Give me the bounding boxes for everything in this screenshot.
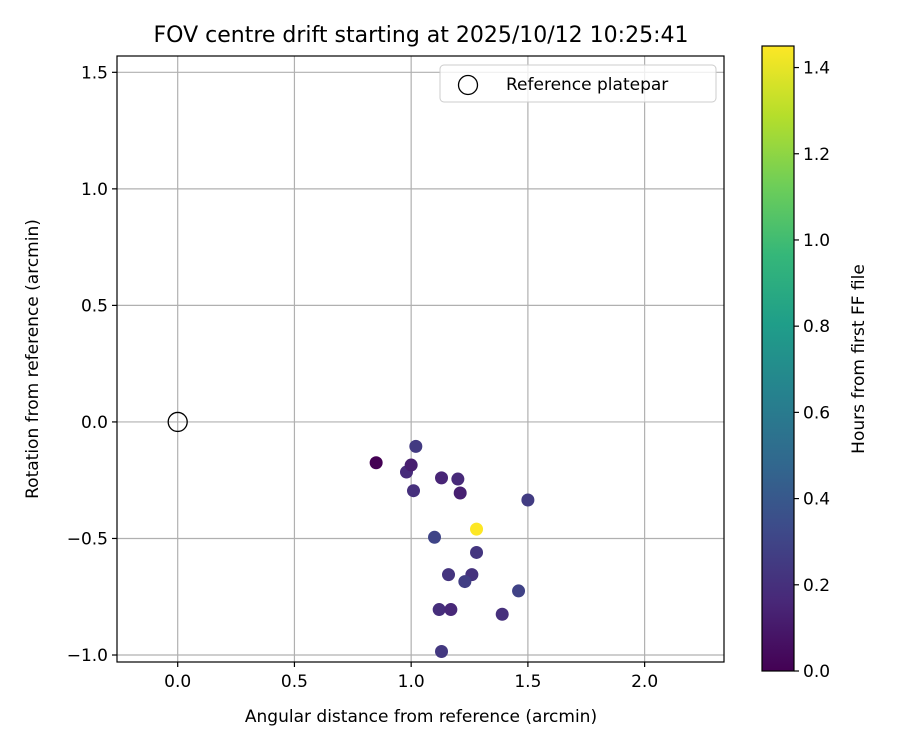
plot-area: 0.0 0.5 1.0 1.5 2.0 −1.0 −0.5 0.0 0.5 1.0 1.5 [67, 55, 725, 692]
reference-marker-group [167, 411, 188, 433]
colorbar-gradient [761, 45, 795, 672]
data-point [406, 484, 420, 498]
data-point [470, 522, 484, 536]
y-tick-label: 1.0 [81, 180, 108, 200]
colorbar-tick-label: 0.6 [803, 403, 830, 423]
reference-platepar-marker [167, 411, 188, 433]
x-tick-label: 2.0 [631, 672, 658, 692]
colorbar-tick-label: 0.4 [803, 490, 830, 510]
y-axis-ticks: −1.0 −0.5 0.0 0.5 1.0 1.5 [67, 63, 117, 666]
x-tick-label: 1.5 [514, 672, 541, 692]
y-tick-label: 1.5 [81, 63, 108, 83]
data-point [432, 603, 446, 617]
colorbar: 0.0 0.2 0.4 0.6 0.8 1.0 1.2 1.4 Hours from firs… [761, 45, 869, 682]
data-point [404, 458, 418, 472]
data-points [369, 439, 535, 659]
colorbar-tick-label: 0.8 [803, 317, 830, 337]
colorbar-label: Hours from first FF file [849, 264, 869, 454]
data-point [444, 603, 458, 617]
colorbar-tick-label: 0.2 [803, 576, 830, 596]
data-point [458, 575, 472, 589]
y-tick-label: 0.0 [81, 413, 108, 433]
data-point [369, 456, 383, 470]
x-tick-label: 0.5 [281, 672, 308, 692]
x-axis-ticks: 0.0 0.5 1.0 1.5 2.0 [164, 662, 658, 692]
data-point [512, 584, 526, 598]
x-tick-label: 1.0 [398, 672, 425, 692]
legend-reference-marker [457, 74, 479, 96]
plot-background [117, 56, 724, 662]
y-tick-label: −1.0 [67, 646, 108, 666]
x-axis-label: Angular distance from reference (arcmin) [245, 707, 597, 727]
data-point [435, 471, 449, 485]
y-tick-label: 0.5 [81, 296, 108, 316]
y-axis-label: Rotation from reference (arcmin) [23, 219, 43, 499]
data-point [453, 486, 467, 500]
data-point [495, 607, 509, 621]
plot-frame [116, 55, 725, 663]
data-point [521, 493, 535, 507]
colorbar-tick-label: 0.0 [803, 662, 830, 682]
data-point [428, 530, 442, 544]
data-point [435, 645, 449, 659]
chart-title: FOV centre drift starting at 2025/10/12 … [154, 23, 689, 48]
data-point [470, 545, 484, 559]
legend-label: Reference platepar [506, 75, 668, 95]
colorbar-tick-label: 1.0 [803, 231, 830, 251]
colorbar-ticks: 0.0 0.2 0.4 0.6 0.8 1.0 1.2 1.4 [794, 59, 830, 682]
legend-frame [439, 64, 717, 103]
colorbar-tick-label: 1.4 [803, 59, 830, 79]
legend: Reference platepar [439, 64, 717, 103]
x-tick-label: 0.0 [164, 672, 191, 692]
data-point [409, 439, 423, 453]
y-tick-label: −0.5 [67, 529, 108, 549]
colorbar-tick-label: 1.2 [803, 145, 830, 165]
data-point [451, 472, 465, 486]
data-point [442, 568, 456, 582]
